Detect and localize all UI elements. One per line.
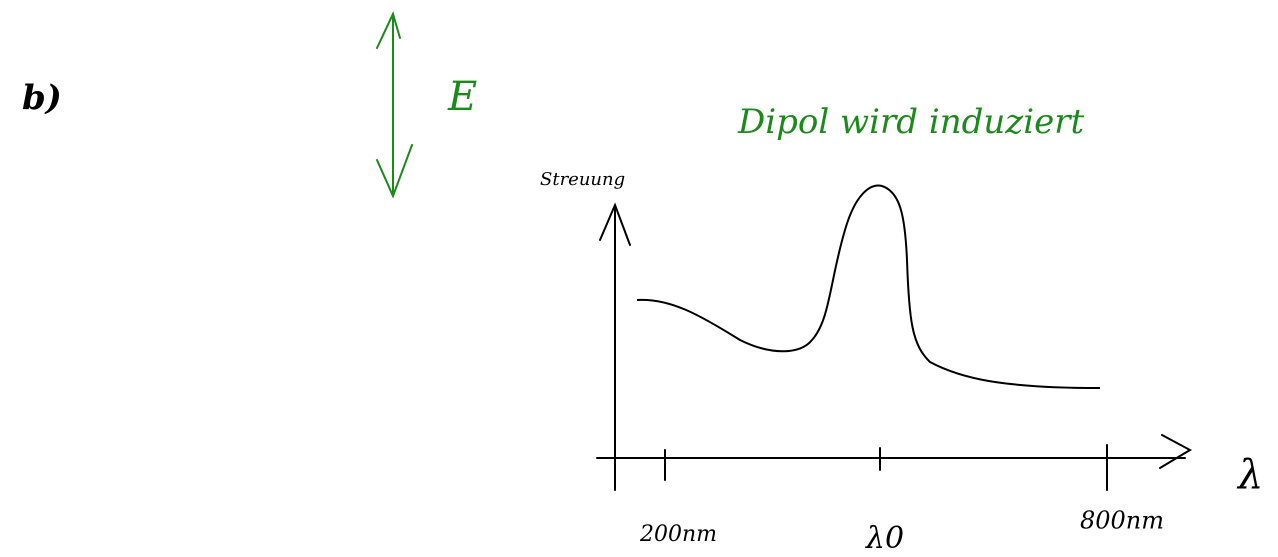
note: Dipol wird induziert [737,102,1084,142]
field-label: E [447,74,477,120]
x-tick-label: 800nm [1080,507,1164,535]
page: b) E Dipol wird induziert Streuung 200nm… [0,0,1278,557]
axes [597,205,1190,490]
x-tick-label: λ0 [865,521,904,556]
x-axis-label: λ [1236,452,1263,498]
scatter-curve [637,186,1100,388]
part-label: b) [22,78,62,118]
y-axis-label: Streuung [540,169,625,190]
x-tick-label: 200nm [639,522,717,547]
field-arrow [377,14,412,196]
